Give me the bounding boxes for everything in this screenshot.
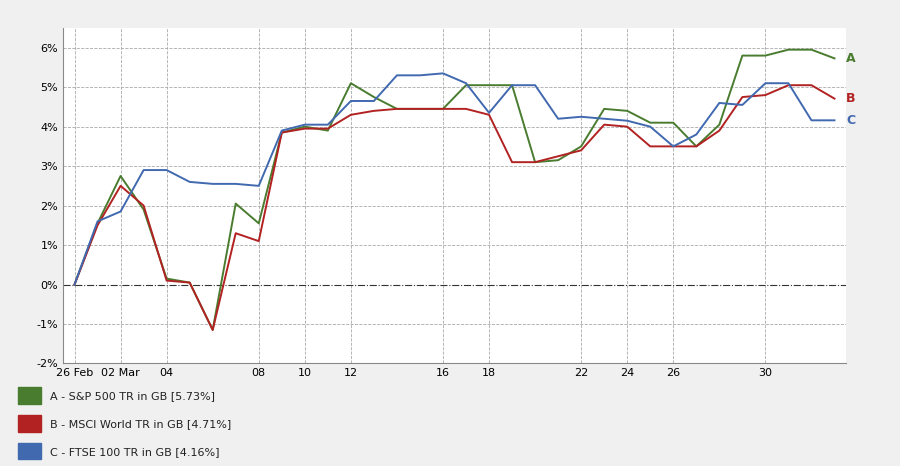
Bar	[18, 415, 40, 432]
Text: B - MSCI World TR in GB [4.71%]: B - MSCI World TR in GB [4.71%]	[50, 419, 230, 429]
Text: C - FTSE 100 TR in GB [4.16%]: C - FTSE 100 TR in GB [4.16%]	[50, 447, 219, 457]
Text: B: B	[846, 92, 856, 105]
Bar	[18, 443, 40, 459]
Text: A - S&P 500 TR in GB [5.73%]: A - S&P 500 TR in GB [5.73%]	[50, 391, 214, 401]
Bar	[18, 387, 40, 404]
Text: C: C	[846, 114, 855, 127]
Text: A: A	[846, 52, 856, 65]
